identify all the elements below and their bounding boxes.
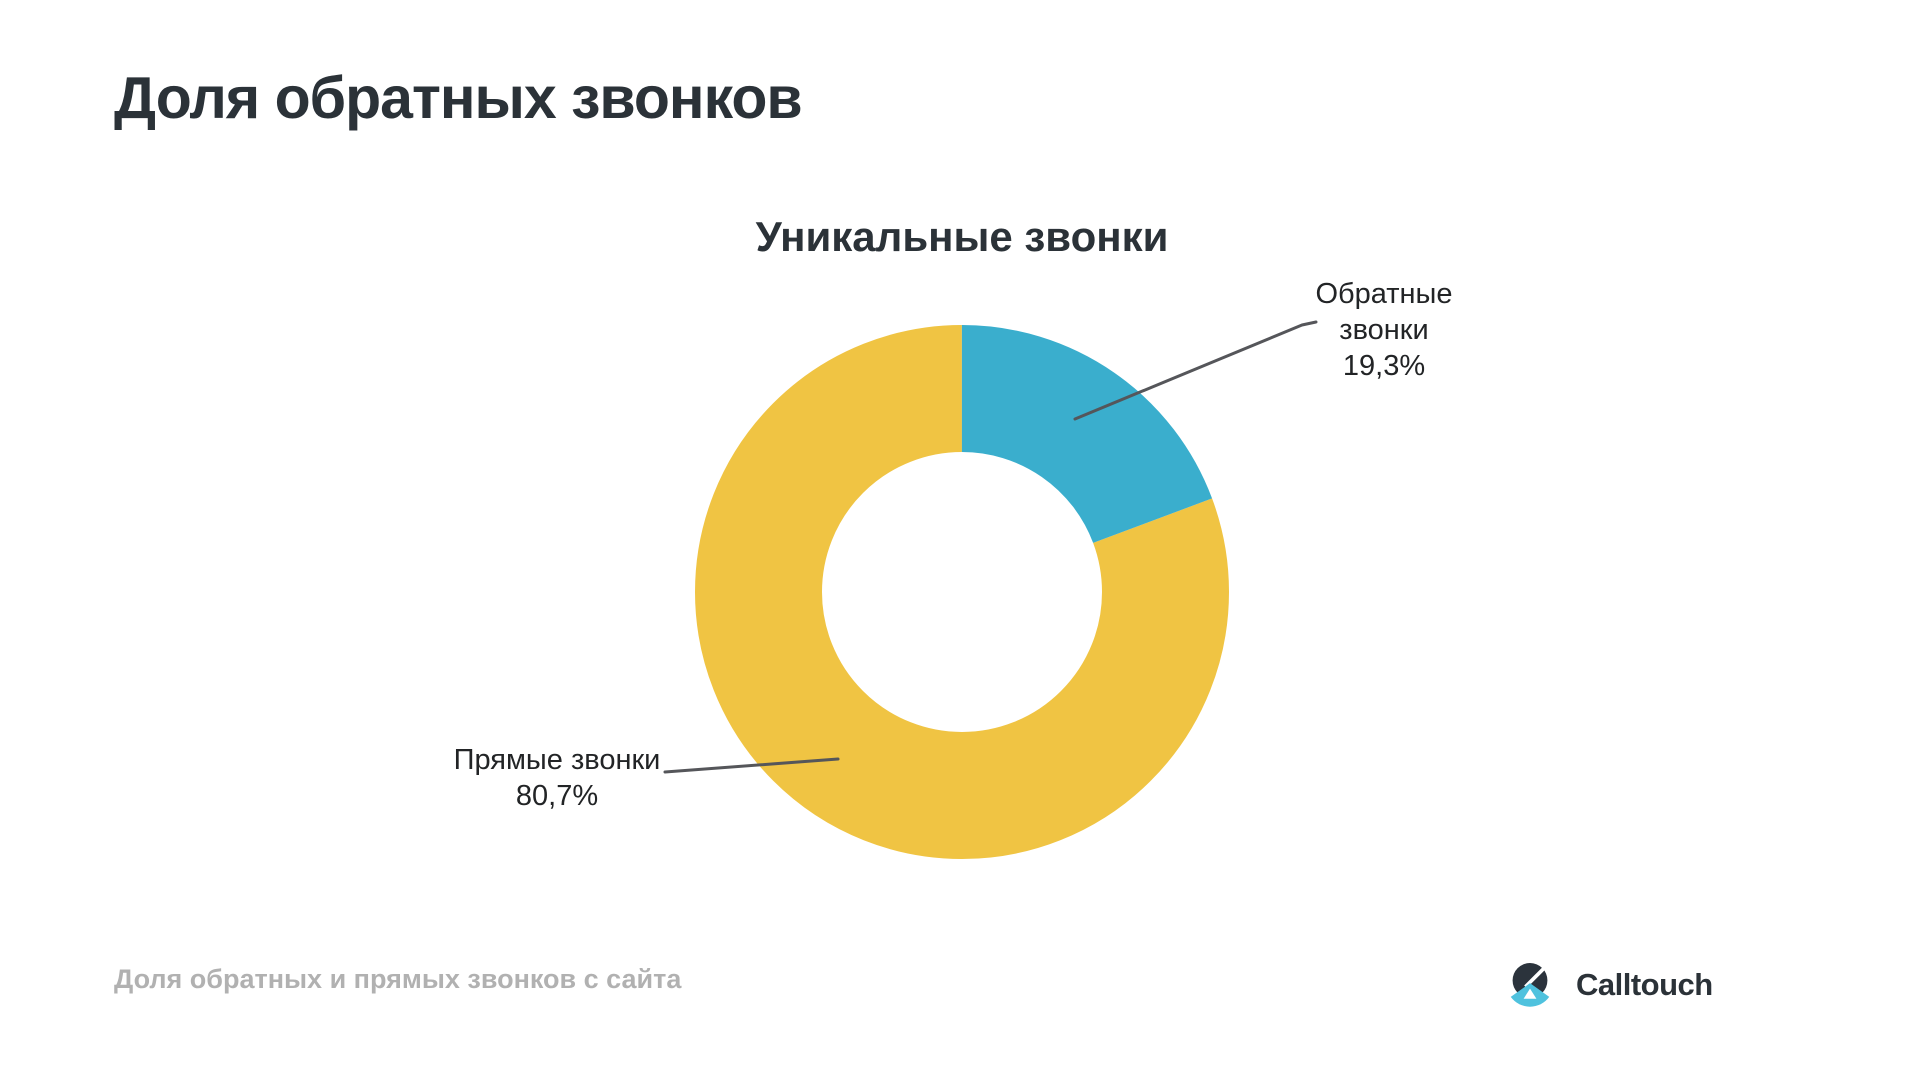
chart-title: Уникальные звонки — [755, 213, 1169, 260]
leader-line-callback-calls — [1073, 320, 1318, 421]
label-direct-calls-value: 80,7% — [515, 780, 599, 812]
leader-line-direct-calls — [663, 757, 840, 774]
calltouch-wordmark: Calltouch — [1576, 967, 1713, 1002]
label-callback-calls-value: 19,3% — [1342, 350, 1426, 382]
label-direct-calls: Прямые звонки 80,7% — [437, 742, 677, 814]
calltouch-logo: Calltouch — [1508, 962, 1713, 1008]
logo-slash — [1524, 965, 1547, 989]
chart-caption: Доля обратных и прямых звонков с сайта — [114, 964, 682, 994]
logo-triangle — [1523, 988, 1537, 999]
label-direct-calls-name: Прямые звонки — [453, 744, 661, 776]
label-callback-calls-name: Обратные звонки — [1315, 278, 1453, 346]
donut-segment-callback-calls — [695, 325, 1229, 859]
calltouch-logo-icon — [1510, 963, 1550, 1007]
page-title: Доля обратных звонков — [114, 65, 803, 131]
label-callback-calls: Обратные звонки 19,3% — [1274, 276, 1494, 384]
